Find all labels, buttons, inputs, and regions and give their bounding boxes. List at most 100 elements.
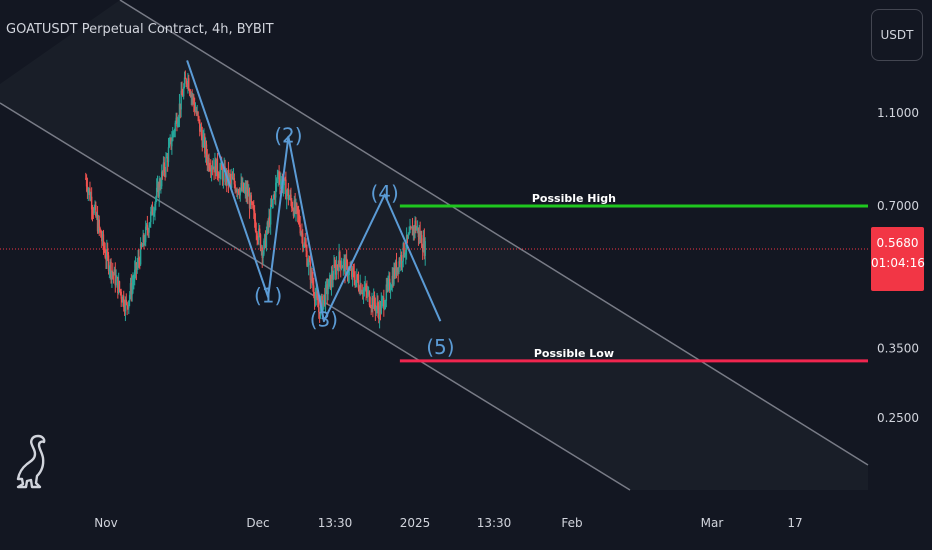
candle-body <box>274 193 276 198</box>
candle-body <box>184 77 187 80</box>
candle-body <box>393 268 395 285</box>
candle-body <box>107 255 110 271</box>
candle-body <box>394 261 397 276</box>
candle-body <box>322 300 324 311</box>
candle-body <box>193 103 196 112</box>
candle-body <box>302 246 305 248</box>
candle-body <box>181 90 183 96</box>
candle-body <box>110 261 112 278</box>
candle-body <box>260 247 263 250</box>
candle-body <box>256 233 258 239</box>
candle-body <box>285 179 287 200</box>
candle-body <box>280 178 283 181</box>
candle-body <box>150 205 153 212</box>
channel-fill <box>0 0 868 490</box>
candle-body <box>104 250 106 258</box>
candle-body <box>231 177 233 181</box>
candle-body <box>134 262 137 270</box>
candle-body <box>279 179 281 185</box>
candle-body <box>152 213 154 216</box>
candle-body <box>139 243 142 265</box>
candle-body <box>245 187 247 196</box>
candle-body <box>420 235 422 240</box>
x-tick-label: 2025 <box>400 516 431 530</box>
time-axis[interactable]: Nov Dec 13:30 2025 13:30 Feb Mar 17 <box>94 516 802 530</box>
candle-body <box>410 227 413 229</box>
candle-body <box>187 78 189 84</box>
candle-body <box>191 94 193 98</box>
candle-body <box>248 193 251 209</box>
x-tick-label: Mar <box>701 516 724 530</box>
candle-body <box>272 198 274 200</box>
candle-body <box>145 224 148 227</box>
price-axis[interactable]: 1.1000 0.7000 0.3500 0.2500 <box>877 106 919 425</box>
elliott-wave-path: (1) (2) (3) (4) (5) <box>186 60 455 359</box>
candle-body <box>254 220 257 231</box>
candle-body <box>351 268 354 277</box>
candle-body <box>296 206 299 214</box>
candle-body <box>293 200 296 216</box>
candle-body <box>166 156 169 163</box>
candle-body <box>387 281 389 287</box>
candle-body <box>250 195 252 203</box>
candle-body <box>137 257 139 265</box>
candle-body <box>106 249 109 256</box>
candle-body <box>243 189 246 192</box>
candle-body <box>358 288 361 293</box>
candle-body <box>206 157 209 166</box>
candle-body <box>200 126 203 135</box>
candle-body <box>139 260 141 265</box>
candle-body <box>334 265 337 275</box>
candle-body <box>380 301 382 314</box>
candle-body <box>310 270 312 280</box>
current-price-label: 0.5680 <box>876 236 919 250</box>
candle-body <box>349 269 351 271</box>
candle-body <box>339 251 341 262</box>
candle-body <box>400 255 403 263</box>
candle-body <box>192 96 194 98</box>
candle-body <box>382 297 384 299</box>
candle-body <box>198 116 200 120</box>
candle-body <box>237 189 239 193</box>
candle-body <box>302 233 304 247</box>
candle-body <box>161 171 164 173</box>
currency-button[interactable]: USDT <box>871 9 923 61</box>
candle-body <box>415 220 417 231</box>
candle-body <box>282 185 285 189</box>
candle-body <box>112 273 115 276</box>
candle-body <box>123 295 125 308</box>
candle-body <box>328 278 330 289</box>
candle-body <box>101 234 104 242</box>
candle-body <box>384 300 387 307</box>
candle-body <box>333 264 335 279</box>
candle-body <box>259 234 262 250</box>
candle-body <box>353 271 355 281</box>
candle-body <box>359 284 361 293</box>
candle-body <box>168 141 171 148</box>
candle-body <box>193 96 195 104</box>
candle-body <box>209 168 211 170</box>
candle-body <box>96 215 99 232</box>
possible-low-label: Possible Low <box>534 347 614 360</box>
candle-body <box>204 136 206 154</box>
candle-body <box>112 271 114 274</box>
candle-body <box>186 83 188 85</box>
candle-body <box>295 203 297 212</box>
candle-body <box>297 213 300 215</box>
dinosaur-logo-icon[interactable] <box>14 432 48 490</box>
candle-body <box>85 178 88 187</box>
candle-body <box>108 269 111 271</box>
candle-body <box>390 287 393 290</box>
candle-body <box>227 170 230 183</box>
candle-body <box>404 254 406 256</box>
candle-body <box>158 181 160 197</box>
candle-body <box>113 269 116 276</box>
candle-body <box>122 295 124 303</box>
candle-body <box>298 214 301 225</box>
candle-body <box>362 292 364 295</box>
wave-label-4: (4) <box>370 181 398 205</box>
candle-body <box>418 231 420 238</box>
candle-body <box>188 90 191 93</box>
candle-body <box>309 261 312 280</box>
